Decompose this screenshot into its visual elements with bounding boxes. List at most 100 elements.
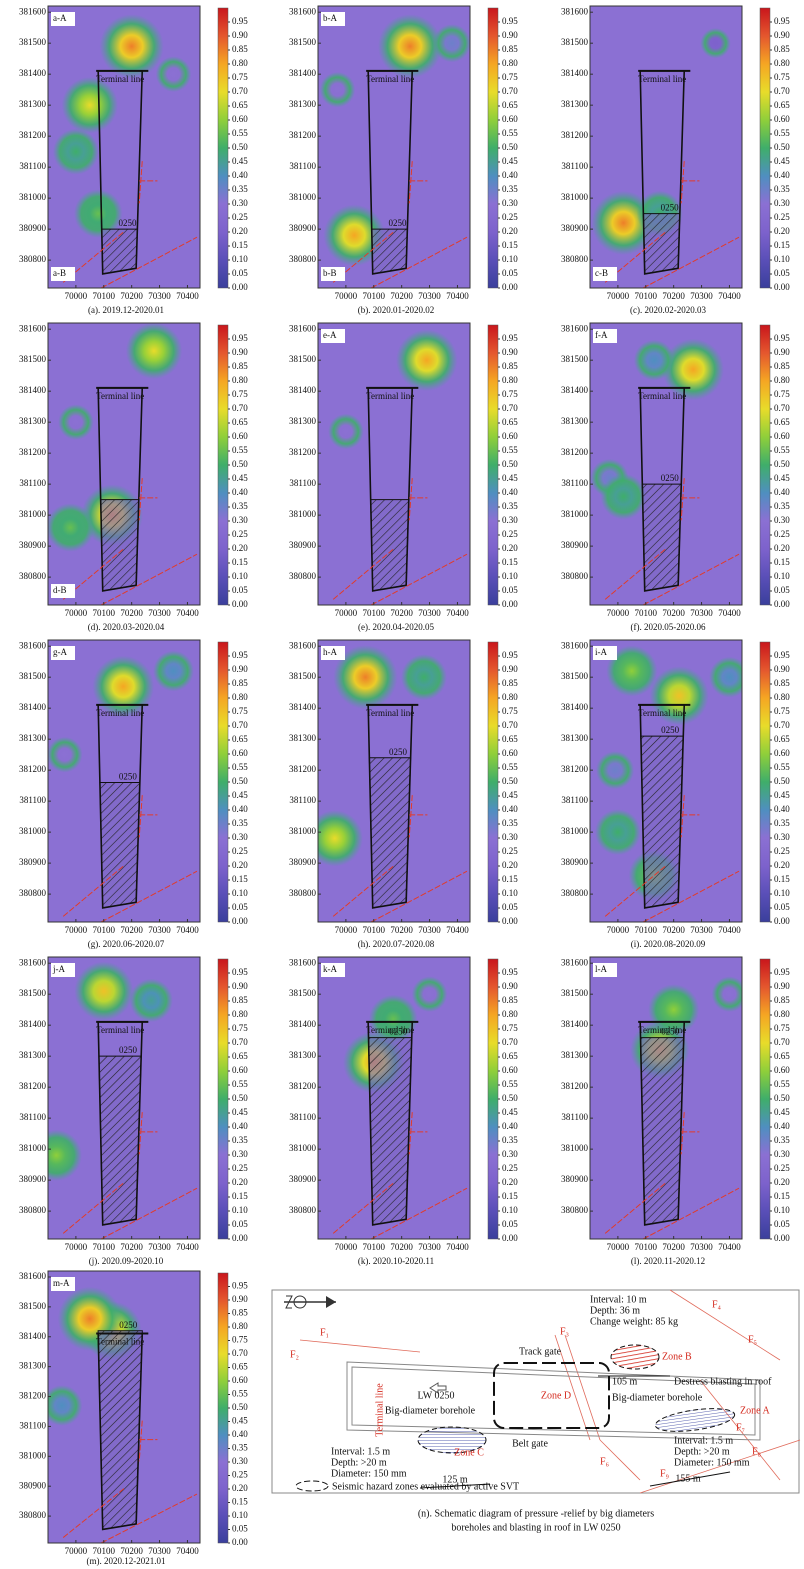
colorbar-tick-label: 0.90 bbox=[232, 30, 248, 40]
y-tick-label: 381300 bbox=[289, 416, 317, 426]
x-tick-label: 70200 bbox=[390, 1242, 413, 1252]
x-tick-label: 70100 bbox=[363, 1242, 386, 1252]
y-tick-label: 381600 bbox=[19, 323, 47, 333]
colorbar-tick-label: 0.15 bbox=[774, 557, 790, 567]
plot-area: Terminal line0250 bbox=[590, 6, 742, 288]
zone-label: Zone C bbox=[454, 1447, 484, 1458]
hotspot bbox=[58, 404, 94, 440]
y-tick-label: 381500 bbox=[561, 37, 589, 47]
x-tick-label: 70300 bbox=[690, 291, 713, 301]
face-label: 0250 bbox=[119, 1045, 138, 1055]
panel: Terminal line0250h-A38080038090038100038… bbox=[289, 640, 518, 949]
colorbar-tick-label: 0.90 bbox=[502, 664, 518, 674]
colorbar-tick-label: 0.60 bbox=[232, 114, 248, 124]
y-tick-label: 381200 bbox=[561, 1081, 589, 1091]
colorbar-tick-label: 0.75 bbox=[232, 1023, 248, 1033]
colorbar-tick-label: 0.10 bbox=[232, 888, 248, 898]
x-tick-label: 70000 bbox=[335, 608, 358, 618]
y-tick-label: 381200 bbox=[19, 1391, 47, 1401]
hotspot bbox=[595, 809, 641, 855]
face-label: 0250 bbox=[389, 747, 408, 757]
zone-label: m-A bbox=[53, 1278, 70, 1288]
x-tick-label: 70200 bbox=[120, 925, 143, 935]
colorbar-tick-label: 0.65 bbox=[232, 1051, 248, 1061]
colorbar-tick-label: 0.95 bbox=[502, 967, 518, 977]
fault-label: F₈ bbox=[752, 1446, 762, 1457]
colorbar-tick-label: 0.10 bbox=[502, 888, 518, 898]
caption: (h). 2020.07-2020.08 bbox=[358, 939, 435, 949]
colorbar-tick-label: 0.20 bbox=[774, 1177, 790, 1187]
terminal-line-label: Terminal line bbox=[96, 708, 144, 718]
colorbar-tick-label: 0.50 bbox=[774, 776, 790, 786]
spec: Depth: 36 m bbox=[590, 1305, 640, 1316]
y-tick-label: 380900 bbox=[561, 857, 589, 867]
y-tick-label: 380800 bbox=[561, 254, 589, 264]
colorbar bbox=[488, 8, 498, 288]
colorbar-tick-label: 0.15 bbox=[232, 240, 248, 250]
colorbar-tick-label: 0.90 bbox=[232, 981, 248, 991]
colorbar-tick-label: 0.30 bbox=[232, 1149, 248, 1159]
x-tick-label: 70000 bbox=[607, 1242, 630, 1252]
y-tick-label: 381000 bbox=[19, 509, 47, 519]
colorbar-tick-label: 0.95 bbox=[774, 333, 790, 343]
colorbar-tick-label: 0.05 bbox=[502, 268, 518, 278]
y-tick-label: 381400 bbox=[561, 68, 589, 78]
panel: Terminal line0250b-Ab-B38080038090038100… bbox=[289, 6, 518, 315]
y-tick-label: 381400 bbox=[289, 1019, 317, 1029]
mined-area bbox=[641, 1038, 684, 1225]
colorbar-tick-label: 0.30 bbox=[232, 515, 248, 525]
y-tick-label: 381200 bbox=[19, 130, 47, 140]
colorbar-tick-label: 0.20 bbox=[502, 1177, 518, 1187]
colorbar-tick-label: 0.45 bbox=[232, 473, 248, 483]
y-tick-label: 381300 bbox=[289, 1050, 317, 1060]
colorbar-tick-label: 0.60 bbox=[502, 1065, 518, 1075]
colorbar-tick-label: 0.15 bbox=[232, 1497, 248, 1507]
colorbar-tick-label: 0.20 bbox=[774, 543, 790, 553]
spec: Diameter: 150 mm bbox=[674, 1457, 750, 1468]
colorbar-tick-label: 0.30 bbox=[502, 1149, 518, 1159]
spec: Change weight: 85 kg bbox=[590, 1316, 678, 1327]
mined-area bbox=[369, 758, 410, 908]
caption: (g). 2020.06-2020.07 bbox=[88, 939, 165, 949]
panel: Terminal line0250l-A38080038090038100038… bbox=[561, 957, 790, 1266]
colorbar-tick-label: 0.45 bbox=[232, 790, 248, 800]
x-tick-label: 70000 bbox=[607, 291, 630, 301]
y-tick-label: 380900 bbox=[19, 540, 47, 550]
x-tick-label: 70100 bbox=[635, 608, 658, 618]
y-tick-label: 381300 bbox=[289, 99, 317, 109]
y-tick-label: 380800 bbox=[19, 888, 47, 898]
y-tick-label: 381600 bbox=[561, 640, 589, 650]
colorbar-tick-label: 0.60 bbox=[232, 748, 248, 758]
colorbar-tick-label: 0.10 bbox=[774, 1205, 790, 1215]
x-tick-label: 70400 bbox=[718, 291, 741, 301]
colorbar-tick-label: 0.90 bbox=[774, 30, 790, 40]
colorbar-tick-label: 0.50 bbox=[774, 142, 790, 152]
terminal-line-label: Terminal line bbox=[366, 391, 414, 401]
colorbar-tick-label: 0.90 bbox=[502, 981, 518, 991]
colorbar-tick-label: 0.25 bbox=[774, 846, 790, 856]
colorbar-tick-label: 0.50 bbox=[232, 1402, 248, 1412]
colorbar-tick-label: 0.25 bbox=[774, 529, 790, 539]
panel: Terminal lined-B380800380900381000381100… bbox=[19, 323, 248, 632]
colorbar-tick-label: 0.90 bbox=[774, 981, 790, 991]
colorbar-tick-label: 0.10 bbox=[232, 1205, 248, 1215]
colorbar-tick-label: 0.70 bbox=[774, 1037, 790, 1047]
colorbar-tick-label: 0.60 bbox=[502, 114, 518, 124]
colorbar-tick-label: 0.65 bbox=[232, 734, 248, 744]
colorbar-tick-label: 0.95 bbox=[232, 967, 248, 977]
colorbar-tick-label: 0.70 bbox=[502, 720, 518, 730]
colorbar-tick-label: 0.50 bbox=[774, 1093, 790, 1103]
colorbar-tick-label: 0.50 bbox=[232, 776, 248, 786]
colorbar-tick-label: 0.20 bbox=[502, 860, 518, 870]
colorbar-tick-label: 0.45 bbox=[502, 473, 518, 483]
colorbar-tick-label: 0.65 bbox=[502, 1051, 518, 1061]
colorbar-tick-label: 0.05 bbox=[232, 902, 248, 912]
colorbar-tick-label: 0.80 bbox=[232, 1009, 248, 1019]
x-tick-label: 70000 bbox=[607, 925, 630, 935]
colorbar-tick-label: 0.50 bbox=[232, 1093, 248, 1103]
colorbar-tick-label: 0.70 bbox=[502, 403, 518, 413]
colorbar-tick-label: 0.95 bbox=[502, 333, 518, 343]
y-tick-label: 380900 bbox=[19, 857, 47, 867]
colorbar-tick-label: 0.35 bbox=[774, 818, 790, 828]
colorbar-tick-label: 0.50 bbox=[502, 776, 518, 786]
